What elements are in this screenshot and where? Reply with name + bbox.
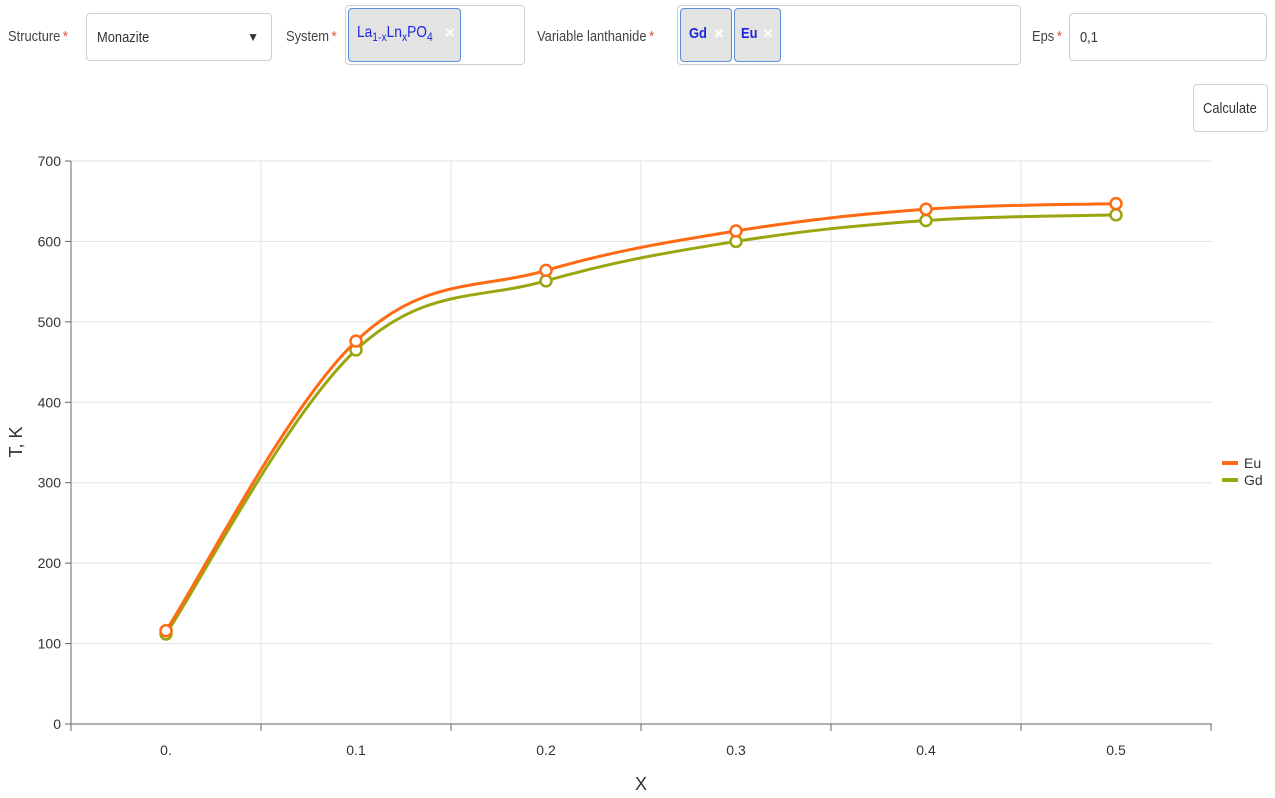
eps-input-value: 0,1 (1080, 29, 1098, 46)
x-tick-label: 0.2 (536, 742, 556, 758)
x-tick-label: 0.1 (346, 742, 366, 758)
x-tick-label: 0.3 (726, 742, 746, 758)
system-multiselect[interactable]: La1-xLnxPO4 × (345, 5, 525, 65)
y-tick-label: 500 (38, 314, 62, 330)
data-point-gd[interactable] (1109, 208, 1123, 222)
chart-grid (71, 160, 1212, 724)
eps-input[interactable]: 0,1 (1069, 13, 1267, 61)
series-line-eu (164, 202, 1117, 632)
lanthanide-chip-gd-label: Gd (689, 25, 707, 42)
x-tick-label: 0. (160, 742, 172, 758)
system-chip-formula: La1-xLnxPO4 (357, 24, 433, 45)
calculate-button[interactable]: Calculate (1193, 84, 1268, 132)
series-line-gd (164, 213, 1117, 635)
structure-select[interactable]: Monazite ▼ (86, 13, 272, 61)
y-tick-label: 400 (38, 394, 62, 410)
y-axis-label: T, K (6, 426, 26, 457)
legend-label-gd: Gd (1244, 472, 1263, 488)
y-tick-label: 100 (38, 636, 62, 652)
close-icon[interactable]: × (714, 24, 724, 43)
data-point-eu[interactable] (729, 224, 743, 238)
lanthanide-multiselect[interactable]: Gd × Eu × (677, 5, 1021, 65)
calculate-button-label: Calculate (1203, 100, 1257, 117)
structure-label: Structure * (8, 28, 68, 45)
y-tick-label: 300 (38, 475, 62, 491)
data-point-gd[interactable] (919, 213, 933, 228)
x-tick-label: 0.5 (1106, 742, 1126, 758)
close-icon[interactable]: × (445, 23, 455, 42)
eps-label: Eps * (1032, 28, 1062, 45)
chevron-down-icon: ▼ (247, 30, 259, 44)
chart-axes: 0 100 200 300 400 500 600 700 0. 0.1 0.2 0.3 0.4 0.5 (38, 153, 1212, 758)
system-label: System * (286, 28, 337, 45)
legend-label-eu: Eu (1244, 455, 1261, 471)
x-axis-label: X (635, 774, 647, 794)
data-point-eu[interactable] (1109, 196, 1123, 211)
x-tick-label: 0.4 (916, 742, 936, 758)
data-point-eu[interactable] (539, 263, 553, 278)
data-point-eu[interactable] (159, 623, 173, 638)
structure-select-value: Monazite (97, 29, 150, 46)
y-tick-label: 200 (38, 555, 62, 571)
lanthanide-chip-eu-label: Eu (741, 25, 758, 42)
close-icon[interactable]: × (763, 24, 773, 43)
data-point-eu[interactable] (919, 202, 933, 217)
lanthanide-chip-gd: Gd × (680, 8, 732, 62)
y-tick-label: 700 (38, 153, 62, 169)
system-chip: La1-xLnxPO4 × (348, 8, 461, 62)
data-point-eu[interactable] (349, 334, 363, 348)
chart-series (159, 196, 1123, 641)
y-tick-label: 0 (53, 716, 61, 732)
lanthanide-chip-eu: Eu × (734, 8, 781, 62)
lanthanide-label: Variable lanthanide * (537, 28, 655, 45)
y-tick-label: 600 (38, 233, 62, 249)
